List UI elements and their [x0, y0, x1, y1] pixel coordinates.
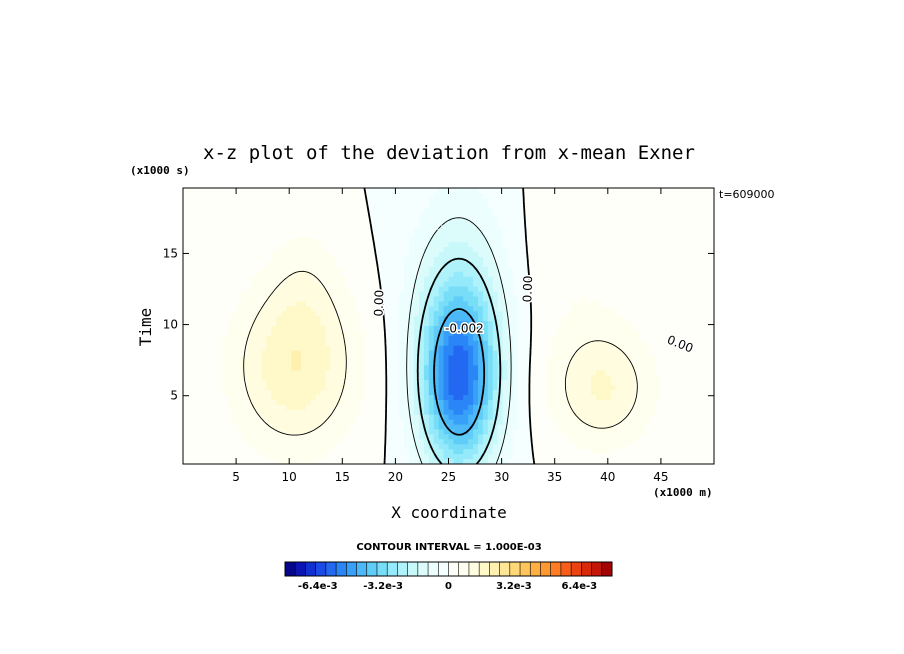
y-unit-label: (x1000 s)	[130, 164, 190, 177]
contour-label: 0.00	[372, 290, 387, 317]
colorbar-swatch	[550, 562, 562, 576]
colorbar-frame	[284, 561, 613, 577]
contour-line	[416, 257, 502, 464]
colorbar-swatch	[438, 562, 449, 576]
colorbar-swatch	[346, 562, 357, 576]
x-tick-label: 30	[494, 470, 509, 484]
colorbar-swatch	[305, 562, 316, 576]
chart-title: x-z plot of the deviation from x-mean Ex…	[203, 142, 695, 164]
colorbar-swatch	[387, 562, 398, 576]
x-tick-label: 35	[547, 470, 562, 484]
colorbar-swatch	[356, 562, 368, 576]
x-tick-label: 40	[600, 470, 615, 484]
x-tick-label: 15	[335, 470, 350, 484]
colorbar-swatch	[571, 562, 582, 576]
colorbar-swatch	[417, 562, 429, 576]
colorbar-swatch	[376, 562, 388, 576]
time-label: t=609000	[719, 188, 775, 201]
y-axis-label: Time	[136, 308, 155, 347]
colorbar-swatch	[366, 562, 378, 576]
colorbar-swatch	[581, 562, 592, 576]
colorbar-tick-label: 3.2e-3	[496, 581, 532, 592]
contour-line	[406, 217, 512, 464]
contour-interval-label: CONTOUR INTERVAL = 1.000E-03	[356, 542, 541, 553]
contour-line	[363, 188, 536, 464]
x-tick-label: 10	[282, 470, 297, 484]
contour-line	[243, 270, 638, 436]
colorbar-swatch	[560, 562, 572, 576]
colorbar-tick-label: -6.4e-3	[298, 581, 338, 592]
colorbar-swatch	[397, 562, 408, 576]
colorbar: -6.4e-3 -3.2e-3 0 3.2e-3 6.4e-3	[284, 561, 613, 592]
y-tick-label: 5	[170, 389, 178, 403]
colorbar-swatch	[458, 562, 470, 576]
colorbar-swatch	[407, 562, 419, 576]
contour-label: -0.002	[445, 321, 484, 335]
colorbar-tick-label: 6.4e-3	[561, 581, 597, 592]
x-tick-label: 20	[388, 470, 403, 484]
y-tick-label: 10	[163, 318, 178, 332]
colorbar-swatch	[448, 562, 460, 576]
colorbar-swatch	[509, 562, 521, 576]
colorbar-swatch	[315, 562, 327, 576]
colorbar-swatch	[336, 562, 347, 576]
colorbar-swatch	[601, 562, 613, 576]
colorbar-swatch	[530, 562, 541, 576]
x-tick-label: 5	[232, 470, 240, 484]
x-axis-label: X coordinate	[391, 503, 507, 522]
colorbar-swatch	[295, 562, 306, 576]
colorbar-swatch	[428, 562, 439, 576]
axis-ticks: 5 10 15 20 25 30 35 40 45 5 10 15	[163, 188, 714, 484]
y-tick-label: 15	[163, 246, 178, 260]
contour-label: 0.00	[520, 275, 535, 302]
colorbar-swatch	[540, 562, 551, 576]
colorbar-swatch	[489, 562, 500, 576]
x-tick-label: 45	[653, 470, 668, 484]
colorbar-swatch	[285, 562, 296, 576]
colorbar-swatch	[520, 562, 531, 576]
contour-line	[433, 308, 486, 436]
colorbar-swatch	[468, 562, 480, 576]
colorbar-swatch	[499, 562, 511, 576]
colorbar-swatch	[325, 562, 337, 576]
colorbar-tick-label: -3.2e-3	[363, 581, 403, 592]
colorbar-swatch	[479, 562, 490, 576]
x-tick-label: 25	[441, 470, 456, 484]
colorbar-tick-label: 0	[445, 581, 452, 592]
x-unit-label: (x1000 m)	[653, 486, 713, 499]
colorbar-swatch	[591, 562, 603, 576]
